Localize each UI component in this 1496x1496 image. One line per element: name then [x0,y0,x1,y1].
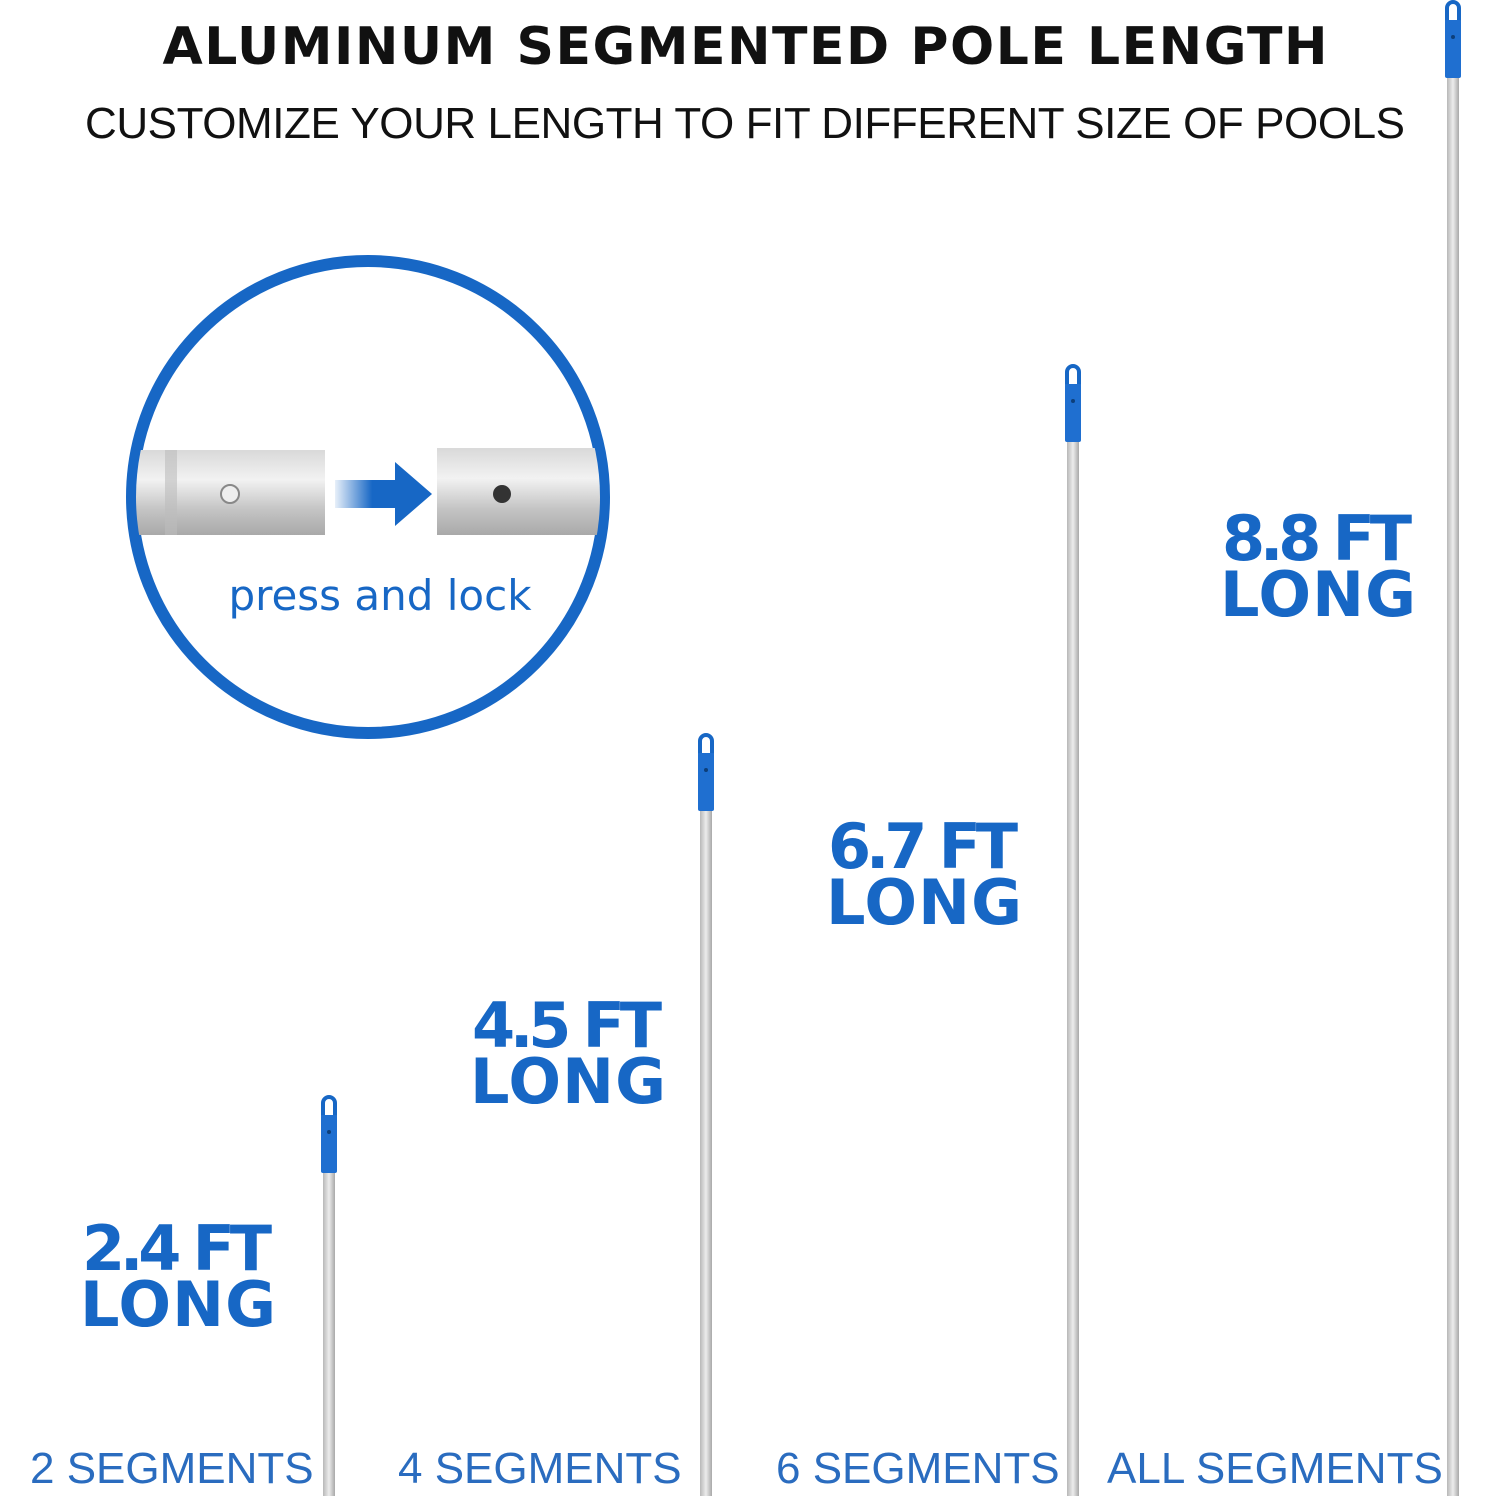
segments-label: 2 SEGMENTS [30,1444,314,1493]
handle-hole [327,1130,331,1134]
length-suffix: LONG [1220,558,1416,631]
length-label: 2.4 FT [82,1212,272,1285]
segments-label: 6 SEGMENTS [776,1444,1060,1493]
length-label: 6.7 FT [828,810,1018,883]
handle-hole [1451,35,1455,39]
length-suffix: LONG [470,1045,666,1118]
segments-label: 4 SEGMENTS [398,1444,682,1493]
pole-shaft [1067,426,1079,1496]
length-suffix: LONG [80,1268,276,1341]
pole-handle [1445,20,1461,78]
pole-handle [1065,384,1081,442]
subtitle: CUSTOMIZE YOUR LENGTH TO FIT DIFFERENT S… [85,99,1405,148]
caption: press and lock [228,571,532,620]
pole-handle [321,1115,337,1173]
length-label: 8.8 FT [1222,502,1412,575]
inset: press and lock [126,255,610,739]
length-suffix: LONG [826,866,1022,939]
pole-shaft [1447,62,1459,1496]
handle-hole [704,768,708,772]
handle-hole [1071,399,1075,403]
pole-shaft [700,795,712,1496]
length-label: 4.5 FT [472,989,662,1062]
pole-handle [698,753,714,811]
segments-label: ALL SEGMENTS [1107,1444,1443,1493]
pole-shaft [323,1157,335,1496]
title: ALUMINUM SEGMENTED POLE LENGTH [163,17,1328,77]
